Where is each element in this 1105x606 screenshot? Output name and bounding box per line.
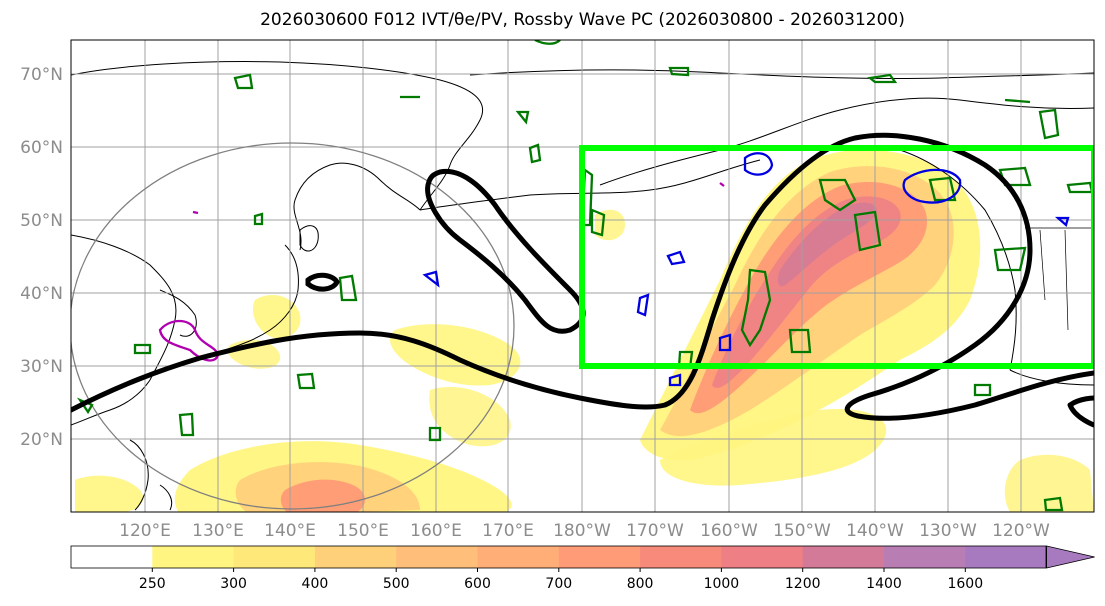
region-circle <box>71 142 515 510</box>
colorbar-tick-label: 500 <box>383 576 410 592</box>
lon-label: 140°W <box>846 521 904 541</box>
lon-label: 160°E <box>410 521 462 541</box>
lon-label: 130°E <box>192 521 244 541</box>
colorbar-segment <box>802 546 885 568</box>
lon-label: 120°E <box>119 521 171 541</box>
theta-e-contours <box>76 40 1094 512</box>
colorbar-segments <box>71 546 1048 568</box>
map-title: 2026030600 F012 IVT/θe/PV, Rossby Wave P… <box>260 10 905 30</box>
lon-label: 160°W <box>700 521 758 541</box>
lat-label: 30°N <box>20 357 63 377</box>
lon-label: 170°W <box>626 521 684 541</box>
lon-label: 140°E <box>264 521 316 541</box>
longitude-labels: 120°E 130°E 140°E 150°E 160°E 170°E 180°… <box>119 521 1050 541</box>
colorbar-tick-label: 400 <box>302 576 329 592</box>
lat-label: 50°N <box>20 211 63 231</box>
lat-label: 40°N <box>20 284 63 304</box>
colorbar-tick-label: 1200 <box>785 576 821 592</box>
colorbar-tick-label: 1000 <box>704 576 740 592</box>
colorbar-segment <box>152 546 235 568</box>
colorbar: 250 300 400 500 600 700 800 1000 1200 1400 1600 <box>70 545 1095 592</box>
lon-label: 150°W <box>773 521 831 541</box>
colorbar-extend-arrow <box>1046 545 1095 569</box>
lon-label: 120°W <box>992 521 1050 541</box>
colorbar-tick-label: 1600 <box>947 576 983 592</box>
colorbar-segment <box>477 546 560 568</box>
colorbar-tick-label: 800 <box>627 576 654 592</box>
colorbar-segment <box>640 546 722 568</box>
lon-label: 170°E <box>482 521 534 541</box>
coastlines <box>71 61 1094 511</box>
lat-label: 60°N <box>20 138 63 158</box>
lat-label: 70°N <box>20 65 63 85</box>
pv-contours <box>71 132 1094 428</box>
colorbar-tick-label: 250 <box>139 576 166 592</box>
lon-label: 180°W <box>553 521 611 541</box>
colorbar-segment <box>965 546 1048 568</box>
colorbar-segment <box>314 546 397 568</box>
lat-label: 20°N <box>20 430 63 450</box>
lon-label: 150°E <box>337 521 389 541</box>
map-frame <box>70 39 1095 513</box>
colorbar-segment <box>721 546 804 568</box>
colorbar-tick-label: 300 <box>220 576 247 592</box>
blue-contours <box>422 152 1070 387</box>
colorbar-tick-label: 600 <box>464 576 491 592</box>
colorbar-tick-label: 700 <box>545 576 572 592</box>
latitude-labels: 70°N 60°N 50°N 40°N 30°N 20°N <box>20 65 63 450</box>
colorbar-segment <box>71 546 153 568</box>
colorbar-segment <box>558 546 641 568</box>
colorbar-segment <box>884 546 966 568</box>
colorbar-segment <box>233 546 316 568</box>
colorbar-tick-label: 1400 <box>866 576 902 592</box>
lon-label: 130°W <box>919 521 977 541</box>
rossby-wave-box <box>579 145 1094 369</box>
colorbar-segment <box>396 546 478 568</box>
